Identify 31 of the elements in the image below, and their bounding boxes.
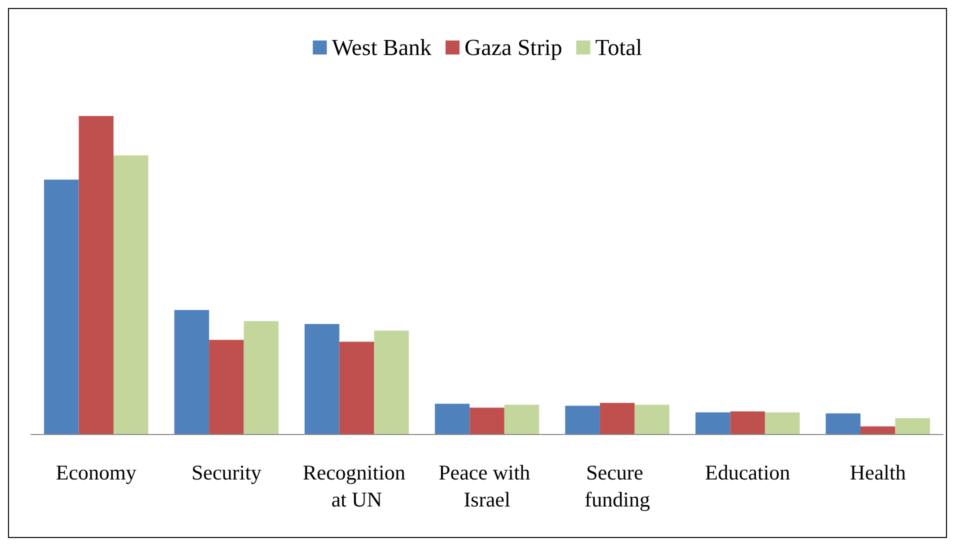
bar — [44, 180, 79, 434]
bar — [304, 324, 340, 434]
x-tick-label: Health — [850, 460, 906, 484]
bar — [174, 310, 210, 434]
x-tick-label: Secure funding — [584, 460, 650, 512]
bar — [78, 116, 114, 434]
bar — [634, 404, 670, 434]
legend-label: West Bank — [332, 35, 432, 60]
bar — [244, 321, 279, 434]
legend-label: Total — [595, 35, 642, 60]
bar — [374, 330, 409, 434]
bar — [470, 408, 504, 434]
x-tick-label: Security — [191, 460, 262, 484]
bar — [600, 402, 635, 434]
bar — [339, 342, 374, 434]
bar — [504, 404, 540, 434]
bar — [860, 426, 896, 434]
x-tick-label: Economy — [56, 460, 137, 484]
x-tick-label: Education — [705, 460, 791, 484]
bar — [565, 406, 600, 434]
bar — [114, 155, 148, 434]
x-tick-label: Recognition at UN — [302, 460, 411, 512]
bar — [434, 404, 470, 434]
bar — [895, 418, 930, 434]
bar — [826, 413, 860, 434]
bar — [730, 411, 765, 434]
legend-label: Gaza Strip — [464, 35, 562, 60]
bar — [695, 412, 730, 434]
x-tick-label: Peace with Israel — [438, 460, 536, 512]
bar — [209, 340, 244, 434]
bar — [764, 412, 800, 434]
